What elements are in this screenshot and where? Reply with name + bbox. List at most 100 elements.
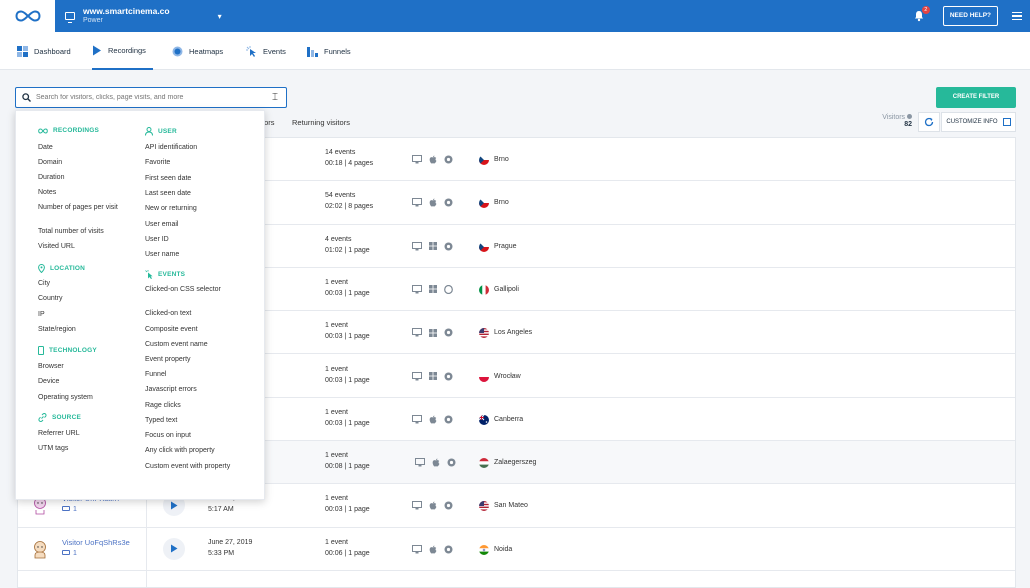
tab-heatmaps[interactable]: Heatmaps xyxy=(172,32,223,70)
filter-option-recordings[interactable]: Total number of visits xyxy=(38,228,104,235)
filter-option-events[interactable]: Rage clicks xyxy=(145,402,181,409)
filter-option-recordings[interactable]: Visited URL xyxy=(38,243,75,250)
top-bar: www.smartcinema.co Power ▾ 2 NEED HELP? xyxy=(0,0,1030,32)
country-flag-icon xyxy=(479,198,489,209)
filter-option-location[interactable]: IP xyxy=(38,310,45,318)
filter-option-location[interactable]: State/region xyxy=(38,325,76,333)
country-flag-icon xyxy=(479,371,489,382)
search-bar[interactable]: ⌶ xyxy=(15,87,287,108)
tab-returning-visitors[interactable]: Returning visitors xyxy=(292,118,350,127)
city: Noida xyxy=(494,545,513,553)
filter-option-user[interactable]: API identification xyxy=(145,144,198,151)
play-recording-button[interactable] xyxy=(163,537,185,560)
filter-option-recordings[interactable]: Number of pages per visit xyxy=(38,204,118,211)
desktop-icon xyxy=(412,501,422,510)
country-flag-icon xyxy=(479,544,489,555)
city: Gallipoli xyxy=(494,285,519,293)
filter-option-recordings[interactable]: Duration xyxy=(38,174,65,181)
table-row[interactable]: Visitor UoFqShRs3e 1 June 27, 2019 5:33 PM 1… xyxy=(18,528,1015,571)
filter-option-events[interactable]: Clicked-on CSS selector xyxy=(145,286,221,293)
customize-info-button[interactable]: CUSTOMIZE INFO xyxy=(941,112,1016,132)
tab-dashboard[interactable]: Dashboard xyxy=(17,32,71,70)
table-row[interactable]: 1 event 00:03 | 1 page Los Angeles xyxy=(18,311,1015,355)
site-selector[interactable]: www.smartcinema.co Power ▾ xyxy=(65,6,222,26)
notifications-button[interactable]: 2 xyxy=(913,6,930,22)
apple-icon xyxy=(429,155,437,164)
funnel-bars-icon xyxy=(307,46,318,57)
play-icon xyxy=(93,45,101,55)
filter-option-events[interactable]: Typed text xyxy=(145,417,178,424)
customize-info-label: CUSTOMIZE INFO xyxy=(946,119,998,125)
filter-option-technology[interactable]: Operating system xyxy=(38,393,93,401)
filter-option-events[interactable]: Custom event with property xyxy=(145,463,231,470)
desktop-icon xyxy=(412,544,422,554)
tab-recordings[interactable]: Recordings xyxy=(92,32,153,70)
filter-option-technology[interactable]: Browser xyxy=(38,363,64,370)
main-nav: Dashboard Recordings Heatmaps Events Fun… xyxy=(0,32,1030,70)
filter-option-events[interactable]: Clicked-on text xyxy=(145,310,192,317)
tab-heatmaps-label: Heatmaps xyxy=(189,46,224,56)
country-flag-icon xyxy=(479,241,489,252)
city: Prague xyxy=(494,242,517,250)
filter-dropdown: RECORDINGS Date Domain Duration Notes Number… xyxy=(15,110,265,500)
need-help-button[interactable]: NEED HELP? xyxy=(942,6,998,26)
tab-recordings-label: Recordings xyxy=(108,45,146,55)
duration-pages: 00:03 | 1 page xyxy=(325,333,370,341)
filter-option-user[interactable]: User name xyxy=(145,251,180,259)
visitors-count: 82 xyxy=(904,121,912,128)
duration-pages: 00:03 | 1 page xyxy=(325,376,370,384)
search-input[interactable] xyxy=(36,94,266,101)
desktop-icon xyxy=(412,328,422,337)
event-count: 4 events xyxy=(325,235,352,243)
filter-option-events[interactable]: Focus on input xyxy=(145,432,191,439)
filter-option-user[interactable]: Last seen date xyxy=(145,189,191,197)
filter-option-events[interactable]: Any click with property xyxy=(145,447,215,454)
filter-option-source[interactable]: UTM tags xyxy=(38,445,69,453)
visitor-avatar-icon xyxy=(34,540,46,559)
apple-icon xyxy=(429,415,437,424)
info-icon xyxy=(907,114,912,119)
refresh-button[interactable] xyxy=(918,112,940,132)
filter-option-events[interactable]: Javascript errors xyxy=(145,386,197,393)
filter-option-user[interactable]: User ID xyxy=(145,235,169,243)
filter-option-user[interactable]: User email xyxy=(145,220,179,228)
tab-funnels[interactable]: Funnels xyxy=(307,32,351,70)
filter-option-events[interactable]: Event property xyxy=(145,356,191,363)
filter-option-source[interactable]: Referrer URL xyxy=(38,430,80,437)
filter-option-recordings[interactable]: Date xyxy=(38,144,53,151)
country-flag-icon xyxy=(479,501,489,512)
table-row[interactable]: 1 event 00:03 | 1 page Wrocław xyxy=(18,355,1015,398)
device-info xyxy=(412,414,460,426)
filter-option-events[interactable]: Composite event xyxy=(145,326,198,333)
section-location: LOCATION xyxy=(38,264,85,273)
filter-option-location[interactable]: Country xyxy=(38,295,63,303)
tab-new-visitors-partial[interactable]: tors xyxy=(262,118,275,127)
filter-option-user[interactable]: New or returning xyxy=(145,205,197,213)
filter-option-user[interactable]: Favorite xyxy=(145,159,171,167)
link-icon xyxy=(38,413,47,422)
filter-option-location[interactable]: City xyxy=(38,280,51,287)
create-filter-button[interactable]: CREATE FILTER xyxy=(936,87,1016,108)
filter-option-recordings[interactable]: Notes xyxy=(38,189,57,196)
desktop-icon xyxy=(412,198,422,207)
play-icon xyxy=(171,544,178,553)
filter-option-technology[interactable]: Device xyxy=(38,378,60,386)
filter-option-events[interactable]: Custom event name xyxy=(145,341,208,348)
section-source-title: SOURCE xyxy=(52,414,82,421)
bell-icon xyxy=(914,11,923,22)
filter-option-user[interactable]: First seen date xyxy=(145,174,192,182)
filter-option-events[interactable]: Funnel xyxy=(145,371,167,378)
logo[interactable] xyxy=(0,0,55,32)
filter-option-recordings[interactable]: Domain xyxy=(38,159,63,166)
tab-events[interactable]: Events xyxy=(246,32,286,70)
section-events: EVENTS xyxy=(145,270,185,279)
table-row[interactable]: 1 event 00:03 | 1 page Gallipoli xyxy=(18,268,1015,312)
site-plan: Power xyxy=(83,17,103,24)
hamburger-menu-icon[interactable] xyxy=(1012,12,1022,20)
section-source: SOURCE xyxy=(38,413,81,422)
table-row[interactable]: 1 event 00:03 | 1 page Canberra xyxy=(18,398,1015,442)
visitor-name[interactable]: Visitor UoFqShRs3e xyxy=(62,537,130,547)
table-row[interactable]: 4 events 01:02 | 1 page Prague xyxy=(18,225,1015,268)
device-info xyxy=(412,501,460,512)
